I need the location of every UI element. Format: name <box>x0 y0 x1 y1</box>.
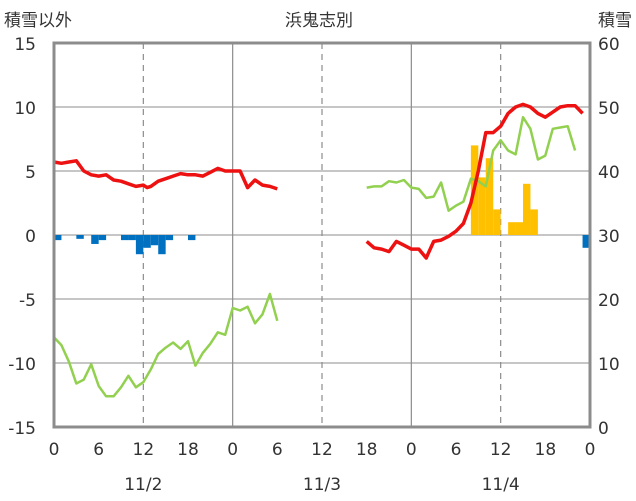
left-tick-label: -5 <box>19 291 36 311</box>
x-tick-label: 6 <box>451 440 462 460</box>
x-tick-label: 0 <box>49 440 60 460</box>
precip-bar <box>158 235 166 255</box>
precip-bar <box>150 235 159 246</box>
left-tick-label: 0 <box>25 227 36 247</box>
snowfall-bar <box>508 222 516 235</box>
snowfall-bar <box>530 209 538 235</box>
x-tick-label: 6 <box>93 440 104 460</box>
x-tick-label: 18 <box>356 440 378 460</box>
precip-bar <box>143 235 151 248</box>
x-tick-label: 0 <box>227 440 238 460</box>
x-tick-label: 0 <box>406 440 417 460</box>
snowfall-bar <box>485 158 494 235</box>
red-series-line <box>53 159 278 191</box>
x-tick-label: 12 <box>133 440 155 460</box>
plot-frame <box>52 41 592 429</box>
x-tick-label: 18 <box>535 440 557 460</box>
date-label: 11/2 <box>124 475 162 495</box>
precip-bar <box>135 235 144 255</box>
snowfall-bar <box>523 183 531 235</box>
right-tick-label: 50 <box>598 99 620 119</box>
x-tick-label: 12 <box>490 440 512 460</box>
date-label: 11/3 <box>303 475 341 495</box>
left-tick-label: -15 <box>8 419 36 439</box>
precip-bar <box>98 235 107 241</box>
green-series-line <box>366 115 577 212</box>
right-tick-label: 0 <box>598 419 609 439</box>
precip-bar <box>76 235 84 239</box>
x-tick-label: 18 <box>177 440 199 460</box>
right-axis-label: 積雪 <box>598 11 632 31</box>
precip-bar <box>54 235 62 241</box>
left-tick-label: -10 <box>8 355 36 375</box>
date-labels: 11/2 11/3 11/4 <box>124 475 520 495</box>
precip-bar <box>91 235 99 244</box>
precip-bar <box>128 235 136 241</box>
green-series-line <box>53 292 279 398</box>
left-tick-label: 10 <box>14 99 36 119</box>
right-tick-label: 30 <box>598 227 620 247</box>
x-tick-labels: 0 6 12 18 0 6 12 18 0 6 12 18 0 <box>49 440 596 460</box>
x-tick-label: 0 <box>585 440 596 460</box>
red-series-line <box>365 102 584 260</box>
right-tick-label: 20 <box>598 291 620 311</box>
x-tick-label: 12 <box>311 440 333 460</box>
snowfall-bar <box>515 222 523 235</box>
right-tick-labels: 60 50 40 30 20 10 0 <box>598 35 620 439</box>
left-axis-label: 積雪以外 <box>4 11 72 31</box>
snowfall-bar <box>478 177 486 235</box>
right-tick-label: 40 <box>598 163 620 183</box>
right-tick-label: 60 <box>598 35 620 55</box>
precip-bar <box>582 235 590 248</box>
snowfall-bar <box>493 209 501 235</box>
chart-title: 浜鬼志別 <box>285 11 353 31</box>
precip-bar <box>188 235 196 241</box>
precip-bar <box>121 235 129 241</box>
left-tick-label: 5 <box>25 163 36 183</box>
x-tick-label: 6 <box>272 440 283 460</box>
precip-bar <box>165 235 174 241</box>
right-tick-label: 10 <box>598 355 620 375</box>
left-tick-labels: 15 10 5 0 -5 -10 -15 <box>8 35 36 439</box>
date-label: 11/4 <box>482 475 520 495</box>
left-tick-label: 15 <box>14 35 36 55</box>
